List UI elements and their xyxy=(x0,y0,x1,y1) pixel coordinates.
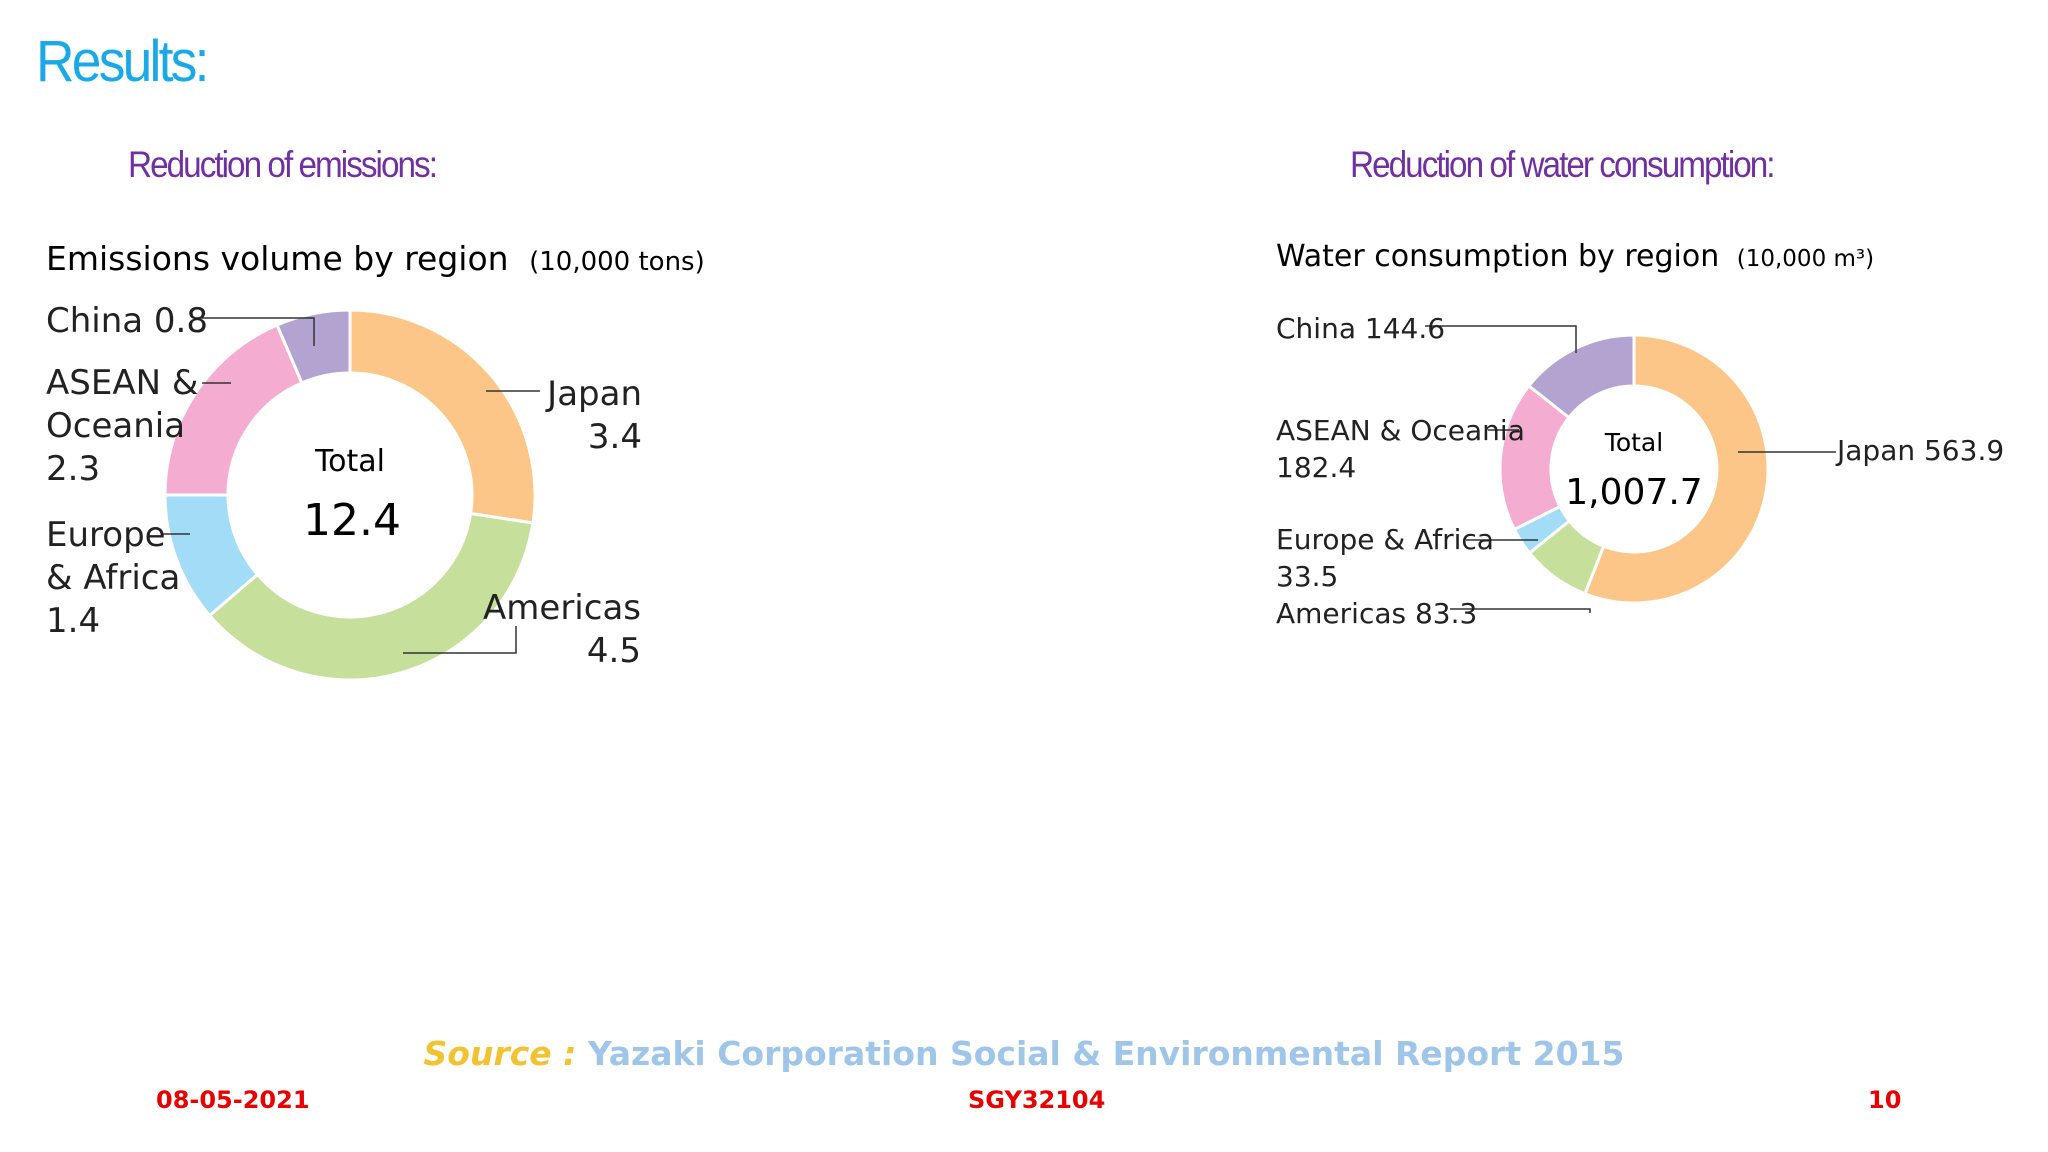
source-label: Source : xyxy=(423,1034,577,1073)
emissions-label-americas: Americas 4.5 xyxy=(483,588,641,671)
footer-date: 08-05-2021 xyxy=(156,1086,310,1114)
source-citation: Source : Yazaki Corporation Social & Env… xyxy=(0,1034,2048,1073)
emissions-label-asean-and-oceania: ASEAN & Oceania 2.3 xyxy=(46,363,198,489)
footer-code: SGY32104 xyxy=(968,1086,1106,1114)
source-text: Yazaki Corporation Social & Environmenta… xyxy=(587,1034,1625,1073)
emissions-slice-china xyxy=(275,308,352,385)
emissions-leader-lines xyxy=(161,317,540,654)
emissions-label-line: 2.3 xyxy=(46,449,100,489)
emissions-label-line: & Africa xyxy=(46,558,180,598)
emissions-total-value: 12.4 xyxy=(303,495,401,546)
water-label-europe-and-africa: Europe & Africa 33.5 xyxy=(1276,523,1494,593)
water-label-china: China 144.6 xyxy=(1276,312,1445,345)
slide-title: Results: xyxy=(36,29,209,94)
emissions-slice-asean-and-oceania xyxy=(163,323,304,497)
water-heading: Reduction of water consumption: xyxy=(1350,144,1776,185)
emissions-label-line: ASEAN & xyxy=(46,363,198,403)
water-donut-chart: Water consumption by region (10,000 m³) … xyxy=(1276,239,2004,630)
water-label-americas: Americas 83.3 xyxy=(1276,597,1477,630)
emissions-slices xyxy=(163,308,537,682)
water-total-value: 1,007.7 xyxy=(1565,472,1702,513)
water-label-line: Americas 83.3 xyxy=(1276,597,1477,630)
emissions-label-line: 4.5 xyxy=(587,631,641,671)
emissions-leader-americas xyxy=(403,626,517,654)
emissions-label-europe-and-africa: Europe & Africa 1.4 xyxy=(46,515,180,641)
emissions-label-line: Oceania xyxy=(46,406,185,446)
emissions-label-china: China 0.8 xyxy=(46,301,208,341)
water-label-line: ASEAN & Oceania xyxy=(1276,414,1525,447)
water-chart-title: Water consumption by region (10,000 m³) xyxy=(1276,239,1874,274)
water-slices xyxy=(1498,333,1770,605)
water-label-asean-and-oceania: ASEAN & Oceania 182.4 xyxy=(1276,414,1525,484)
water-slice-labels: Japan 563.9 Americas 83.3 Europe & Africa 3… xyxy=(1276,312,2004,630)
water-label-line: Japan 563.9 xyxy=(1835,434,2004,467)
water-label-japan: Japan 563.9 xyxy=(1835,434,2004,467)
emissions-slice-japan xyxy=(348,308,537,525)
emissions-label-line: 1.4 xyxy=(46,601,100,641)
emissions-donut-chart: Emissions volume by region (10,000 tons)… xyxy=(46,239,705,682)
water-total-label: Total xyxy=(1604,428,1663,457)
water-label-line: Europe & Africa xyxy=(1276,523,1494,556)
emissions-slice-americas xyxy=(207,511,535,682)
emissions-label-japan: Japan 3.4 xyxy=(545,374,642,457)
water-slice-japan xyxy=(1583,333,1770,605)
water-leader-china xyxy=(1425,325,1577,353)
emissions-slice-labels: Japan 3.4 Americas 4.5 Europe & Africa 1.4 ASEA… xyxy=(46,301,642,671)
emissions-label-line: 3.4 xyxy=(588,417,642,457)
emissions-total-label: Total xyxy=(314,444,385,479)
emissions-label-line: China 0.8 xyxy=(46,301,208,341)
emissions-leader-china xyxy=(195,317,315,346)
footer-page-number: 10 xyxy=(1868,1086,1902,1114)
water-leader-lines xyxy=(1425,325,1836,613)
water-label-line: China 144.6 xyxy=(1276,312,1445,345)
water-leader-americas xyxy=(1450,608,1591,613)
water-label-line: 182.4 xyxy=(1276,451,1356,484)
emissions-heading: Reduction of emissions: xyxy=(128,144,438,185)
water-slice-china xyxy=(1526,333,1636,420)
emissions-label-line: Europe xyxy=(46,515,166,555)
water-label-line: 33.5 xyxy=(1276,560,1338,593)
emissions-chart-title: Emissions volume by region (10,000 tons) xyxy=(46,239,705,278)
emissions-label-line: Japan xyxy=(545,374,642,414)
emissions-label-line: Americas xyxy=(483,588,641,628)
